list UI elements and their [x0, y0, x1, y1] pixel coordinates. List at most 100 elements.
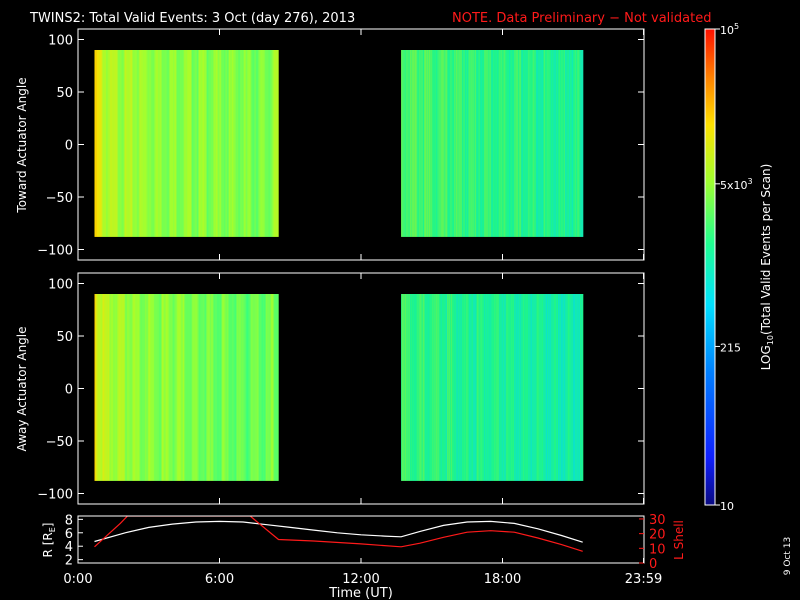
heatmap-column [492, 294, 494, 481]
colorbar-tick-label: 5x103 [720, 177, 753, 192]
heatmap-column [257, 294, 259, 481]
heatmap-column [452, 294, 454, 481]
heatmap-column [162, 50, 164, 237]
heatmap-column [526, 50, 528, 237]
heatmap-column [261, 50, 263, 237]
heatmap-column [429, 294, 431, 481]
heatmap-column [186, 50, 188, 237]
heatmap-column [513, 50, 515, 237]
heatmap-column [450, 294, 452, 481]
heatmap-column [443, 294, 445, 481]
heatmap-column [190, 50, 192, 237]
heatmap-column [179, 294, 181, 481]
heatmap-column [504, 50, 506, 237]
heatmap-column [147, 50, 149, 237]
heatmap-column [222, 294, 224, 481]
heatmap-column [453, 294, 455, 481]
heatmap-column [489, 294, 491, 481]
colorbar-ticks: 10 215 5x103 105 [715, 22, 753, 513]
heatmap-column [500, 294, 502, 481]
heatmap-column [196, 294, 198, 481]
heatmap-column [251, 50, 253, 237]
heatmap-column [192, 50, 194, 237]
heatmap-column [215, 50, 217, 237]
heatmap-column [227, 294, 229, 481]
heatmap-column [525, 294, 527, 481]
heatmap-column [410, 294, 412, 481]
heatmap-column [555, 50, 557, 237]
heatmap-column [250, 294, 252, 481]
heatmap-column [121, 294, 123, 481]
heatmap-column [164, 50, 166, 237]
heatmap-column [497, 294, 499, 481]
lshell-axis-label: L Shell [672, 520, 686, 560]
heatmap-column [247, 50, 249, 237]
heatmap-column [156, 294, 158, 481]
heatmap-column [499, 294, 501, 481]
heatmap-column [142, 294, 144, 481]
heatmap-column [522, 50, 524, 237]
heatmap-column [574, 294, 576, 481]
heatmap-column [411, 50, 413, 237]
heatmap-column [136, 294, 138, 481]
heatmap-column [223, 294, 225, 481]
heatmap-column [576, 294, 578, 481]
heatmap-column [218, 50, 220, 237]
heatmap-column [213, 50, 215, 237]
heatmap-column [554, 294, 556, 481]
lshell-tick-label: 10 [649, 542, 666, 557]
heatmap-column [407, 50, 409, 237]
heatmap-column [463, 294, 465, 481]
heatmap-column [556, 50, 558, 237]
heatmap-column [443, 50, 445, 237]
heatmap-column [447, 50, 449, 237]
heatmap-column [171, 294, 173, 481]
heatmap-column [138, 50, 140, 237]
heatmap-column [466, 294, 468, 481]
heatmap-column [409, 294, 411, 481]
heatmap-column [189, 294, 191, 481]
heatmap-column [511, 50, 513, 237]
heatmap-column [203, 294, 205, 481]
heatmap-column [580, 294, 582, 481]
heatmap-column [481, 50, 483, 237]
heatmap-column [233, 294, 235, 481]
heatmap-column [403, 50, 405, 237]
heatmap-column [230, 294, 232, 481]
heatmap-column [237, 50, 239, 237]
heatmap-column [209, 50, 211, 237]
heatmap-column [259, 294, 261, 481]
heatmap-column [268, 294, 270, 481]
heatmap-column [170, 294, 172, 481]
heatmap-column [468, 294, 470, 481]
heatmap-column [564, 294, 566, 481]
heatmap-column [99, 294, 101, 481]
heatmap-column [551, 294, 553, 481]
heatmap-column [219, 294, 221, 481]
heatmap-column [183, 50, 185, 237]
heatmap-column [95, 50, 97, 237]
orbit-lines [94, 516, 583, 552]
heatmap-column [438, 294, 440, 481]
heatmap-column [237, 294, 239, 481]
heatmap-column [240, 294, 242, 481]
heatmap-column [519, 294, 521, 481]
heatmap-column [262, 294, 264, 481]
heatmap-column [239, 50, 241, 237]
heatmap-column [477, 50, 479, 237]
heatmap-column [226, 294, 228, 481]
heatmap-column [143, 50, 145, 237]
heatmap-column [455, 50, 457, 237]
heatmap-column [204, 50, 206, 237]
heatmap-column [462, 294, 464, 481]
heatmap-column [193, 50, 195, 237]
y-tick-label: −100 [37, 244, 73, 259]
heatmap-column [473, 294, 475, 481]
heatmap-column [100, 294, 102, 481]
toward-heatmap-panel: 100 50 0 −50 −100 Toward Actuator Angle [15, 28, 645, 261]
heatmap-column [515, 294, 517, 481]
heatmap-column [561, 50, 563, 237]
heatmap-column [524, 294, 526, 481]
heatmap-column [499, 50, 501, 237]
heatmap-column [581, 294, 583, 481]
